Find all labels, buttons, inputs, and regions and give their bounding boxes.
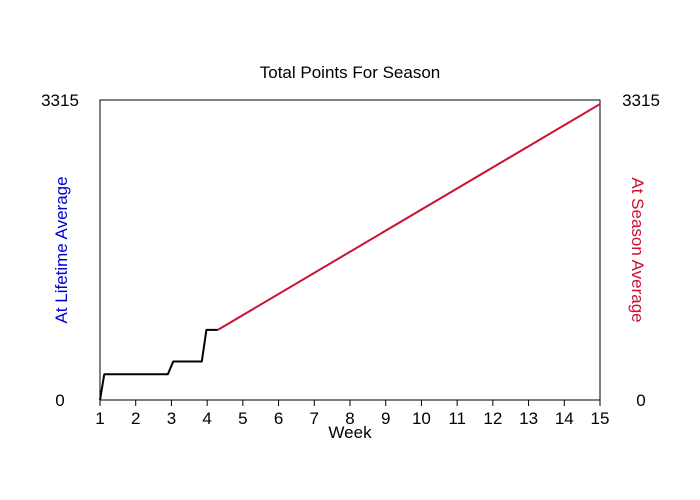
plot-frame (99, 99, 601, 401)
x-tick-label: 5 (238, 409, 247, 428)
x-tick-label: 14 (555, 409, 574, 428)
x-tick-label: 15 (591, 409, 610, 428)
x-tick-label: 11 (448, 409, 466, 428)
series-line-1 (217, 103, 601, 331)
x-tick-label: 6 (274, 409, 283, 428)
right-y-tick-label: 0 (636, 391, 645, 410)
x-tick-label: 10 (412, 409, 431, 428)
left-y-tick-label: 0 (55, 391, 64, 410)
x-tick-label: 9 (381, 409, 390, 428)
series-line-0 (99, 328, 218, 401)
right-y-tick-label: 3315 (622, 91, 660, 110)
x-tick-label: 4 (202, 409, 211, 428)
left-y-tick-label: 3315 (41, 91, 79, 110)
x-axis-label: Week (328, 423, 372, 442)
left-y-axis-label: At Lifetime Average (52, 176, 71, 323)
chart-title: Total Points For Season (260, 63, 440, 82)
right-y-axis-label: At Season Average (628, 177, 647, 322)
x-tick-label: 12 (483, 409, 502, 428)
x-tick-label: 8 (345, 409, 354, 428)
x-tick-label: 1 (95, 409, 104, 428)
x-tick-label: 3 (167, 409, 176, 428)
x-tick-label: 7 (310, 409, 319, 428)
x-tick-label: 2 (131, 409, 140, 428)
x-tick-label: 13 (519, 409, 538, 428)
series-layer (99, 103, 601, 401)
x-axis-ticks: 1 2 3 4 5 6 7 8 9 10 11 12 13 14 15 (95, 400, 609, 428)
y-axis-ticks: 0 3315 0 3315 (41, 91, 660, 410)
